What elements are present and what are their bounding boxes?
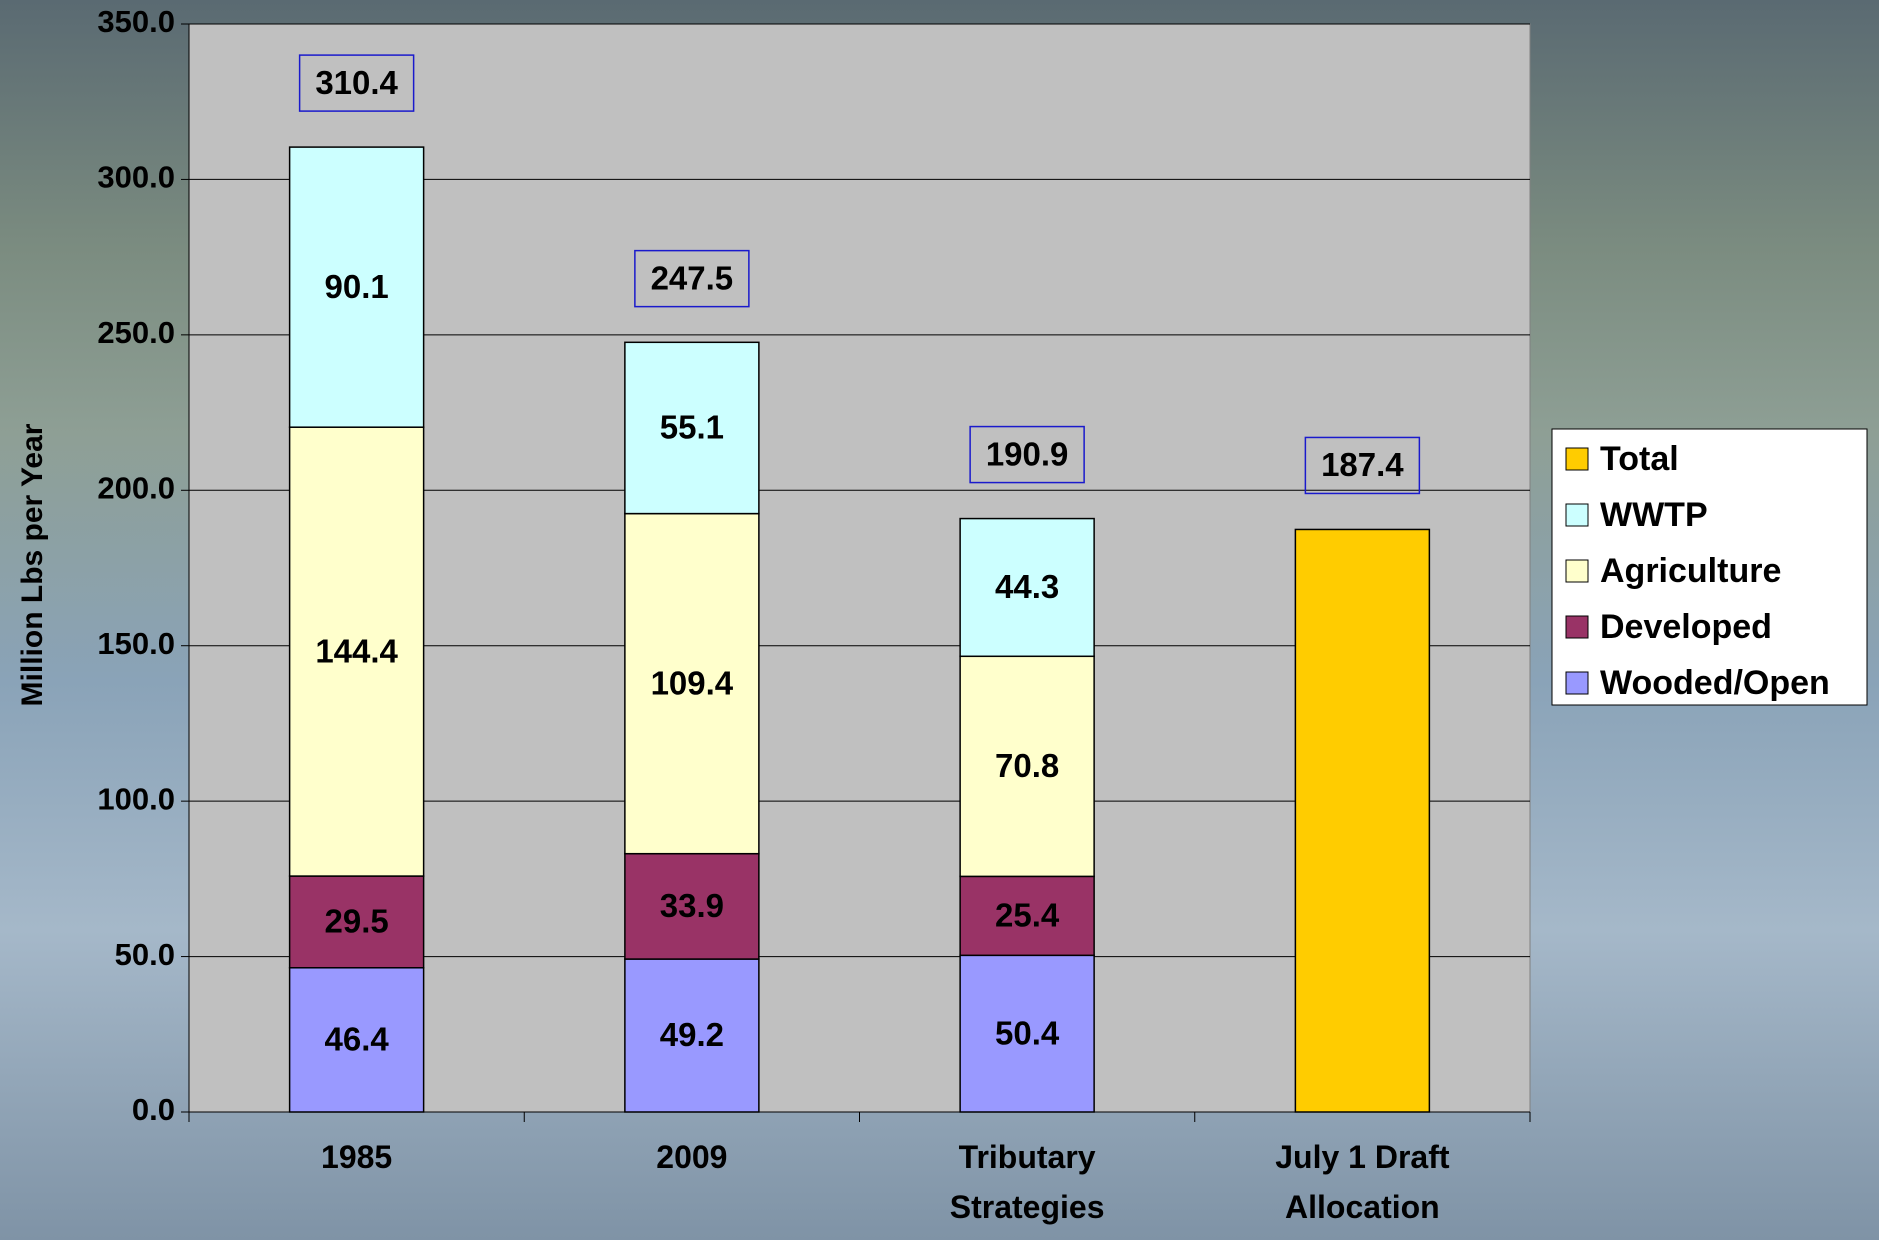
x-tick-label: 2009 xyxy=(567,1132,817,1182)
y-tick-label: 350.0 xyxy=(97,4,175,39)
segment-label: 70.8 xyxy=(995,747,1059,784)
legend-swatch xyxy=(1566,560,1588,582)
bar-segment xyxy=(1295,529,1429,1112)
y-tick-label: 300.0 xyxy=(97,160,175,195)
legend-label: Agriculture xyxy=(1600,552,1781,590)
x-tick-label: 1985 xyxy=(232,1132,482,1182)
legend-swatch xyxy=(1566,672,1588,694)
segment-label: 29.5 xyxy=(325,903,389,940)
legend-label: Wooded/Open xyxy=(1600,664,1830,702)
total-label: 247.5 xyxy=(651,259,734,296)
segment-label: 44.3 xyxy=(995,568,1059,605)
total-label: 310.4 xyxy=(315,64,398,101)
segment-label: 46.4 xyxy=(325,1021,390,1058)
y-tick-label: 50.0 xyxy=(115,937,175,972)
x-tick-label: Tributary Strategies xyxy=(902,1132,1152,1232)
legend-swatch xyxy=(1566,504,1588,526)
y-tick-label: 250.0 xyxy=(97,315,175,350)
total-label: 190.9 xyxy=(986,435,1069,472)
segment-label: 109.4 xyxy=(651,664,734,701)
y-tick-label: 100.0 xyxy=(97,781,175,816)
legend-label: Total xyxy=(1600,440,1679,478)
segment-label: 25.4 xyxy=(995,897,1060,934)
x-tick-label: July 1 Draft Allocation xyxy=(1237,1132,1487,1232)
segment-label: 33.9 xyxy=(660,887,724,924)
total-label: 187.4 xyxy=(1321,446,1404,483)
segment-label: 50.4 xyxy=(995,1014,1060,1051)
legend-label: WWTP xyxy=(1600,496,1708,534)
chart: Million Lbs per Year 0.0 50.0 100.0 150.0 20… xyxy=(0,0,1879,1240)
segment-label: 144.4 xyxy=(315,632,398,669)
page: Million Lbs per Year 0.0 50.0 100.0 150.0 20… xyxy=(0,0,1879,1240)
y-tick-label: 0.0 xyxy=(132,1092,175,1127)
legend-swatch xyxy=(1566,616,1588,638)
y-tick-label: 200.0 xyxy=(97,470,175,505)
y-axis-label: Million Lbs per Year xyxy=(16,423,49,706)
legend-label: Developed xyxy=(1600,608,1772,646)
y-tick-label: 150.0 xyxy=(97,626,175,661)
segment-label: 49.2 xyxy=(660,1016,724,1053)
segment-label: 90.1 xyxy=(325,268,389,305)
legend-swatch xyxy=(1566,448,1588,470)
segment-label: 55.1 xyxy=(660,409,724,446)
